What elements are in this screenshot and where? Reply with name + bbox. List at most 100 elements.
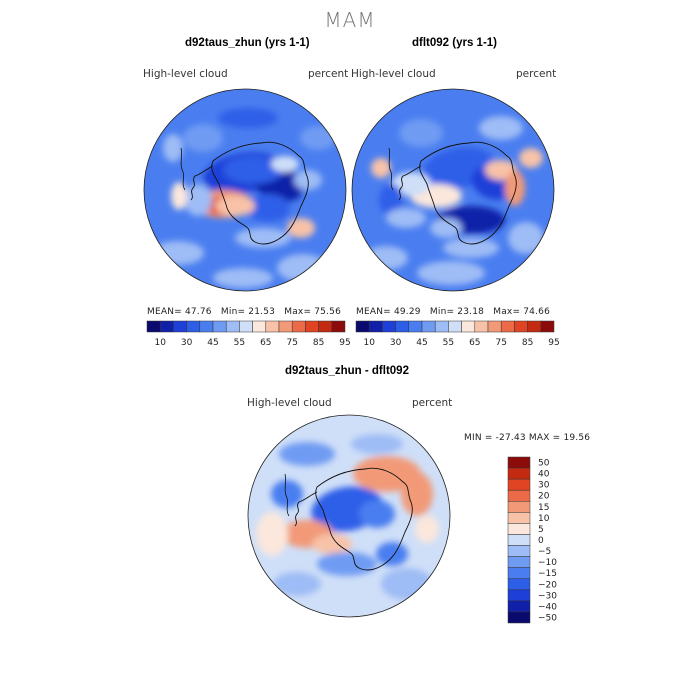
field-region [417, 261, 485, 285]
colorbar-tick-label: 65 [260, 338, 271, 348]
colorbar-tick-label: 10 [538, 514, 550, 524]
field-region [317, 589, 377, 609]
field-region [391, 172, 431, 196]
coastline-south-america [180, 147, 186, 191]
field-region [312, 534, 352, 554]
field-region [271, 156, 299, 172]
colorbar-swatch [408, 320, 423, 333]
field-region [246, 194, 290, 222]
colorbar-tick-label: −30 [538, 591, 557, 601]
field-region [300, 126, 336, 150]
panel-1-stats: MEAN= 47.76 Min= 21.53 Max= 75.56 [147, 307, 341, 317]
panel-2-stats: MEAN= 49.29 Min= 23.18 Max= 74.66 [356, 307, 550, 317]
colorbar-tick-label: 0 [538, 536, 544, 546]
colorbar-tick-label: 75 [286, 338, 297, 348]
field-region [508, 222, 544, 254]
colorbar-swatch [474, 320, 489, 333]
colorbar-swatch [507, 501, 531, 513]
max-label: Max= [284, 307, 312, 317]
colorbar-tick-label: 50 [538, 459, 550, 469]
colorbar-swatch [507, 567, 531, 579]
max-label: Max= [493, 307, 521, 317]
colorbar-panel-1: 10 30 45 55 65 75 85 95 [146, 320, 351, 348]
field-region [399, 119, 443, 147]
colorbar-swatch [527, 320, 542, 333]
field-region [279, 442, 335, 466]
colorbar-swatch [507, 556, 531, 568]
field-region [386, 208, 426, 228]
max-value: 75.56 [314, 307, 342, 317]
field-region [213, 268, 273, 288]
colorbar-swatch [173, 320, 187, 333]
colorbar-swatch [146, 320, 161, 333]
colorbar-swatch [507, 489, 531, 502]
colorbar-swatch [507, 467, 531, 480]
colorbar-swatch [507, 523, 531, 535]
colorbar-swatch [421, 320, 436, 333]
field-region [163, 134, 183, 162]
colorbar-tick-label: 10 [154, 338, 166, 348]
coastline-south-america [388, 147, 394, 191]
colorbar-tick-label: −40 [538, 602, 557, 612]
field-region [379, 184, 403, 216]
colorbar-tick-label: 5 [538, 525, 544, 535]
colorbar-tick-label: −15 [538, 569, 557, 579]
colorbar-swatch [487, 320, 502, 333]
colorbar-swatch [514, 320, 528, 333]
colorbar-tick-label: 75 [495, 338, 506, 348]
panel-3-minmax: MIN = -27.43 MAX = 19.56 [464, 433, 591, 443]
coastline-south-america [284, 473, 290, 517]
field-region [271, 480, 303, 508]
colorbar-tick-label: 85 [313, 338, 324, 348]
colorbar-tick-label: 95 [548, 338, 559, 348]
field-region [218, 108, 278, 128]
panel-2-variable: High-level cloud [351, 68, 436, 80]
field-region [351, 434, 403, 454]
colorbar-swatch [159, 320, 174, 333]
colorbar-swatch [507, 589, 531, 602]
colorbar-swatch [291, 320, 306, 333]
field-region [371, 158, 391, 178]
coastline [211, 141, 309, 245]
colorbar-tick-label: 30 [390, 338, 402, 348]
colorbar-tick-label: 30 [181, 338, 193, 348]
colorbar-swatch [507, 456, 531, 469]
colorbar-swatch [278, 320, 293, 333]
colorbar-tick-label: 45 [416, 338, 427, 348]
field-region [364, 246, 408, 270]
colorbar-tick-label: 45 [207, 338, 218, 348]
colorbar-swatch [434, 320, 449, 333]
map-panel-1 [143, 88, 347, 292]
mean-label: MEAN= [147, 307, 182, 317]
colorbar-tick-label: 15 [538, 503, 549, 513]
colorbar-tick-label: −50 [538, 613, 557, 623]
colorbar-tick-label: 85 [522, 338, 533, 348]
map-border [143, 88, 347, 292]
colorbar-swatch [225, 320, 240, 333]
colorbar-tick-label: −10 [538, 558, 557, 568]
map-border [247, 414, 451, 618]
field-region [277, 254, 329, 282]
panel-2-units: percent [516, 68, 557, 80]
field-region [223, 156, 283, 184]
colorbar-swatch [507, 600, 531, 613]
colorbar-swatch [507, 578, 531, 591]
map-panel-2 [351, 88, 555, 292]
field-region [184, 184, 212, 216]
field-region [215, 196, 255, 216]
min-value: 23.18 [457, 307, 485, 317]
panel-1-title: d92taus_zhun (yrs 1-1) [185, 37, 310, 49]
field-region [376, 542, 408, 566]
field-region [317, 552, 377, 576]
min-label: Min= [220, 307, 246, 317]
colorbar-swatch [382, 320, 396, 333]
colorbar-swatch [507, 611, 531, 624]
panel-2-title: dflt092 (yrs 1-1) [412, 37, 498, 49]
colorbar-swatch [461, 320, 476, 333]
field-region [183, 124, 223, 152]
min-value: 21.53 [248, 307, 276, 317]
colorbar-tick-label: −20 [538, 580, 557, 590]
panel-3-variable: High-level cloud [247, 397, 332, 409]
colorbar-swatch [507, 512, 531, 524]
